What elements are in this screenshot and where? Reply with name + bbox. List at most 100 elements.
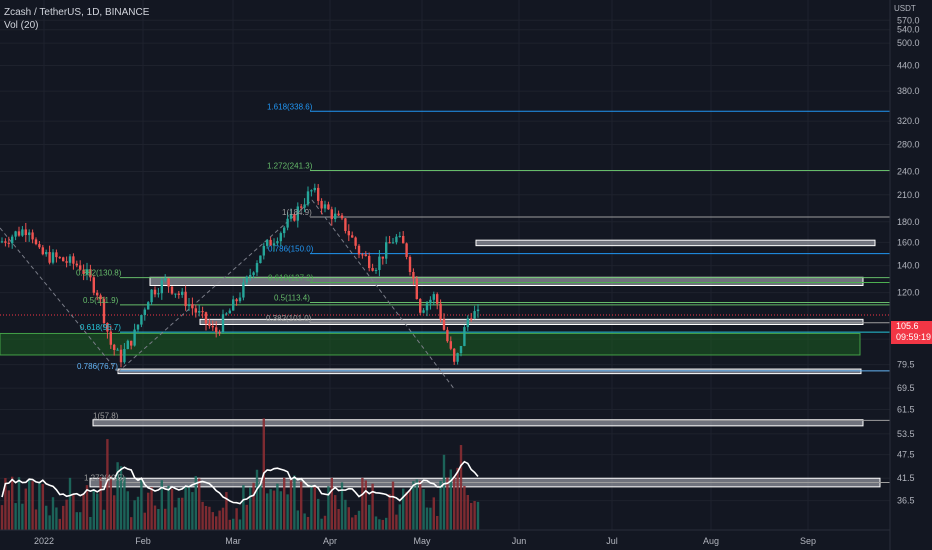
candle-body	[51, 252, 55, 263]
volume-bar	[422, 489, 425, 530]
volume-bar	[235, 508, 238, 530]
volume-bar	[453, 476, 456, 530]
volume-bar	[130, 517, 133, 530]
volume-bar	[51, 497, 55, 530]
volume-bar	[55, 507, 58, 530]
price-tick-label: 47.5	[897, 450, 915, 460]
volume-bar	[449, 469, 452, 530]
volume-bar	[174, 507, 177, 530]
candle-body	[82, 269, 85, 274]
volume-bar	[245, 504, 248, 530]
volume-bar	[378, 519, 381, 530]
fib-level-label: 0.5(113.4)	[274, 294, 310, 303]
volume-bar	[126, 491, 129, 530]
volume-bar	[102, 509, 106, 530]
candle-body	[157, 293, 160, 295]
candle-body	[259, 255, 262, 264]
volume-bar	[116, 462, 119, 530]
candle-body	[313, 187, 316, 191]
volume-bar	[82, 494, 85, 530]
volume-bar	[225, 492, 228, 530]
volume-bar	[317, 498, 320, 530]
zone-white	[92, 419, 864, 427]
candle-body	[14, 231, 17, 237]
price-tick-label: 120.0	[897, 288, 920, 298]
candle-body	[388, 242, 391, 244]
time-tick-label: Aug	[703, 536, 719, 546]
volume-bar	[136, 496, 140, 530]
volume-bar	[119, 466, 123, 530]
candle-body	[150, 289, 153, 303]
volume-bar	[357, 510, 361, 530]
volume-bar	[133, 500, 136, 530]
volume-bars	[0, 418, 480, 530]
candle-body	[300, 206, 303, 208]
volume-bar	[289, 478, 293, 530]
candle-body	[235, 299, 238, 302]
volume-bar	[300, 481, 303, 530]
fib-level-label: 1.272(40.5)	[84, 473, 125, 482]
volume-bar	[337, 509, 340, 530]
candle-body	[272, 243, 276, 246]
volume-bar	[412, 481, 415, 530]
volume-bar	[31, 481, 34, 530]
candle-body	[344, 218, 347, 231]
candle-body	[364, 254, 367, 256]
currency-label: USDT	[894, 4, 916, 13]
volume-bar	[62, 505, 65, 530]
candle-body	[4, 241, 7, 243]
volume-bar	[187, 485, 191, 530]
candle-body	[116, 349, 119, 351]
candle-body	[232, 299, 235, 311]
volume-bar	[476, 501, 480, 530]
candle-body	[106, 323, 109, 332]
candle-body	[208, 323, 211, 326]
candle-body	[436, 294, 439, 304]
candle-body	[204, 312, 208, 324]
volume-bar	[344, 499, 347, 530]
symbol-title[interactable]: Zcash / TetherUS, 1D, BINANCE	[4, 7, 150, 18]
candle-body	[119, 349, 123, 363]
time-tick-label: Apr	[323, 536, 337, 546]
candle-body	[170, 286, 174, 294]
volume-bar	[113, 495, 116, 530]
volume-bar	[208, 506, 211, 530]
volume-bar	[232, 518, 235, 530]
volume-bar	[106, 439, 109, 530]
volume-bar	[123, 476, 126, 530]
volume-bar	[327, 486, 330, 530]
candle-body	[17, 231, 21, 236]
volume-bar	[85, 485, 89, 530]
candle-body	[181, 291, 184, 295]
candle-body	[191, 304, 194, 309]
zone-white	[199, 318, 864, 325]
candle-body	[425, 303, 429, 311]
trend-line	[311, 199, 456, 391]
candle-body	[187, 304, 191, 307]
candle-body	[58, 257, 61, 259]
candle-body	[198, 311, 201, 313]
trend-lines	[0, 199, 890, 391]
time-tick-label: Mar	[225, 536, 241, 546]
candle-body	[381, 256, 384, 259]
time-axis[interactable]: 2022 Feb Mar Apr May Jun Jul Aug Sep	[0, 529, 890, 546]
candle-body	[357, 245, 361, 255]
candle-body	[201, 311, 204, 313]
volume-bar	[92, 489, 95, 530]
price-tick-label: 53.5	[897, 429, 915, 439]
volume-bar	[293, 475, 296, 530]
volume-bar	[79, 512, 82, 530]
volume-bar	[395, 514, 398, 530]
volume-bar	[48, 515, 51, 530]
candle-body	[422, 310, 425, 313]
time-tick-label: Feb	[135, 536, 151, 546]
volume-indicator-label[interactable]: Vol (20)	[4, 20, 39, 31]
volume-bar	[11, 476, 14, 530]
candle-body	[147, 302, 150, 310]
candle-body	[160, 280, 163, 294]
candle-body	[45, 252, 48, 255]
time-tick-label: 2022	[34, 536, 54, 546]
candle-body	[466, 318, 469, 328]
